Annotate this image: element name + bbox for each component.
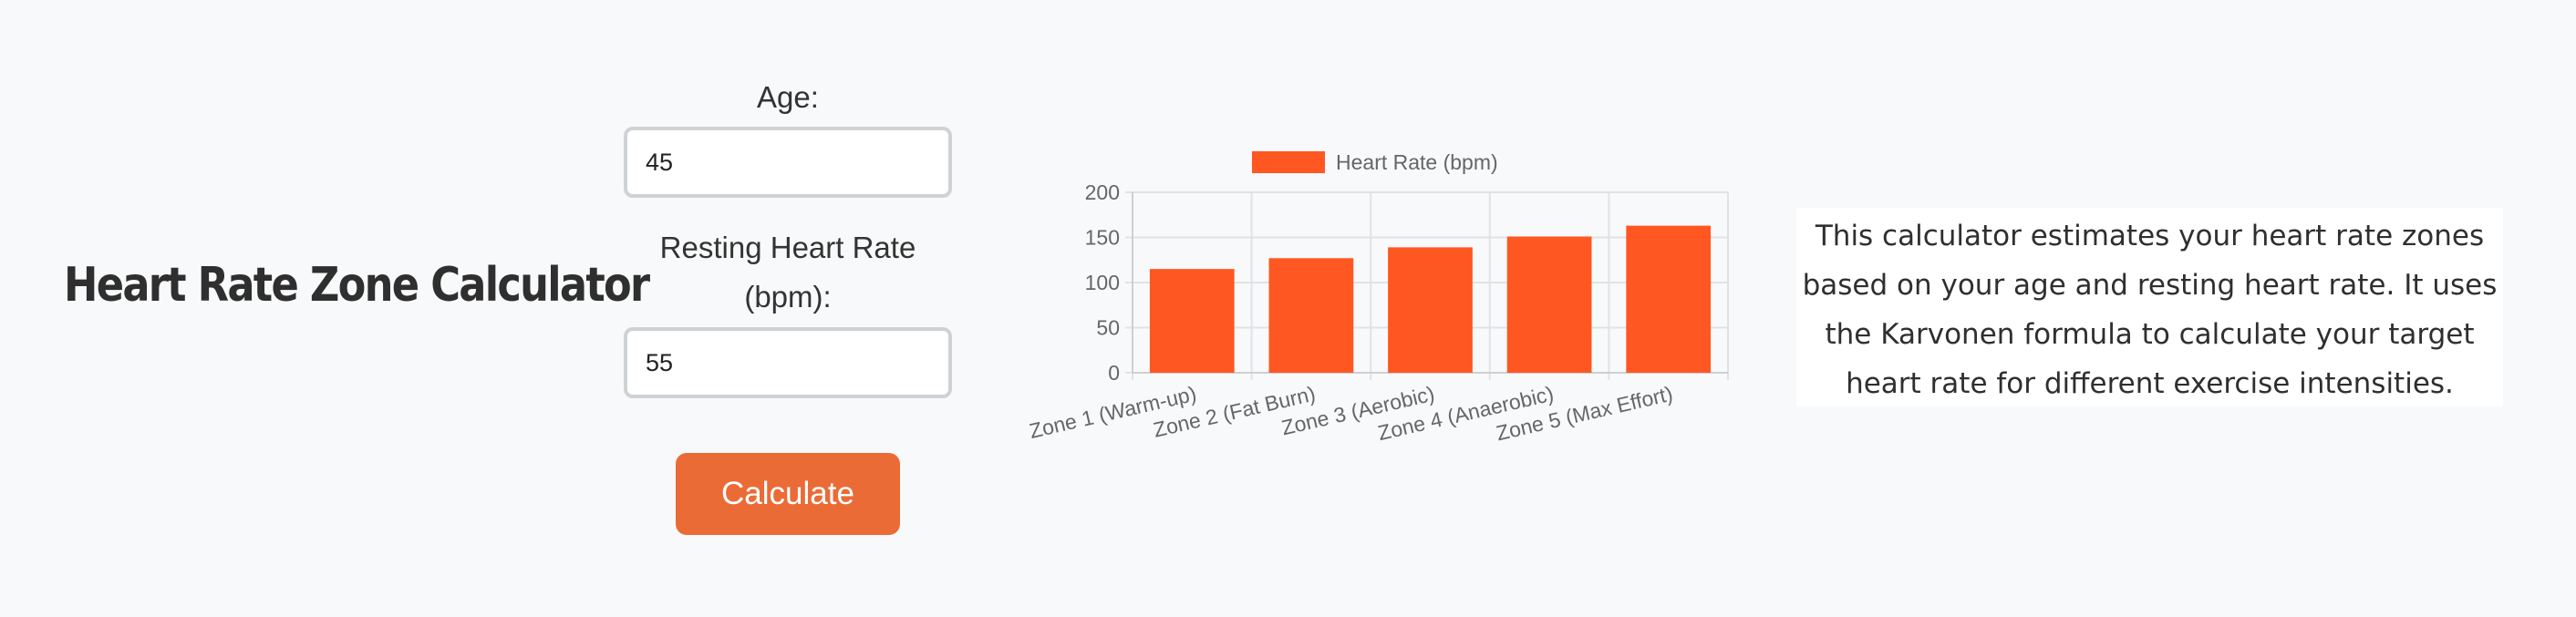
bar xyxy=(1388,247,1473,373)
age-input[interactable] xyxy=(624,127,952,198)
legend-swatch xyxy=(1252,151,1325,173)
age-label: Age: xyxy=(757,80,819,114)
page-title: Heart Rate Zone Calculator xyxy=(64,258,650,313)
y-tick-label: 0 xyxy=(1108,361,1120,385)
heart-rate-chart: 0 50 100 150 200 Zone 1 (Warm-up) Zone 2 (Fat … xyxy=(1012,137,1751,501)
y-tick-label: 50 xyxy=(1096,316,1120,340)
bar xyxy=(1626,225,1712,373)
bar xyxy=(1149,269,1235,373)
calculator-form: Age: Resting Heart Rate (bpm): Calculate xyxy=(624,64,952,535)
description-panel: This calculator estimates your heart rat… xyxy=(1796,208,2503,406)
y-tick-label: 100 xyxy=(1085,271,1120,294)
description-text: This calculator estimates your heart rat… xyxy=(1802,220,2498,400)
y-tick-label: 200 xyxy=(1085,180,1120,204)
legend-label: Heart Rate (bpm) xyxy=(1336,150,1498,174)
calculate-button[interactable]: Calculate xyxy=(676,453,900,535)
resting-heart-rate-input[interactable] xyxy=(624,327,952,398)
resting-heart-rate-label: Resting Heart Rate (bpm): xyxy=(659,231,916,314)
y-tick-label: 150 xyxy=(1085,226,1120,250)
bar xyxy=(1268,258,1354,373)
bar xyxy=(1506,236,1592,373)
